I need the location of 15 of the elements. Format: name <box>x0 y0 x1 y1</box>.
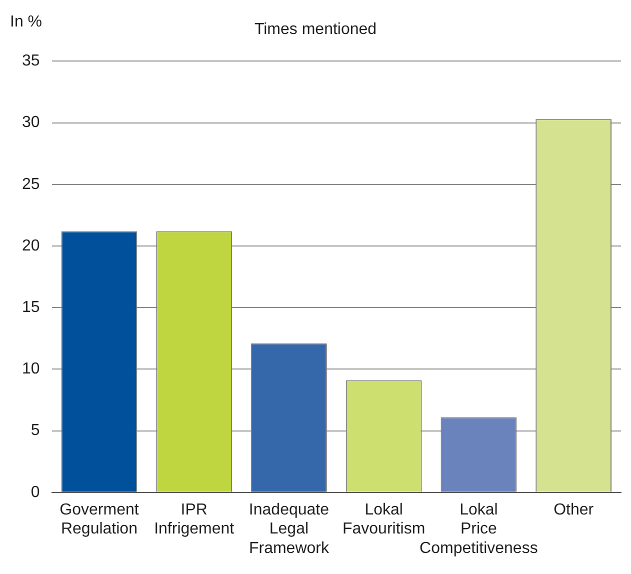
x-tick-label: IPR Infrigement <box>154 501 235 538</box>
y-tick-label: 15 <box>22 299 40 316</box>
y-tick-label: 10 <box>22 360 40 378</box>
y-axis-title: In % <box>10 13 42 30</box>
x-tick-label: Other <box>554 501 594 518</box>
y-tick-label: 30 <box>22 114 40 132</box>
y-tick-label: 25 <box>22 176 40 193</box>
x-tick-label: Lokal Favouritism <box>342 501 426 538</box>
y-tick-label: 5 <box>30 422 40 440</box>
x-tick-label: Inadequate Legal Framework <box>248 501 330 557</box>
y-tick-label: 35 <box>22 52 40 70</box>
x-tick-label: Goverment Regulation <box>60 501 140 538</box>
chart-title: Times mentioned <box>254 21 377 38</box>
y-tick-label: 20 <box>22 237 40 254</box>
y-tick-label: 0 <box>30 484 40 501</box>
